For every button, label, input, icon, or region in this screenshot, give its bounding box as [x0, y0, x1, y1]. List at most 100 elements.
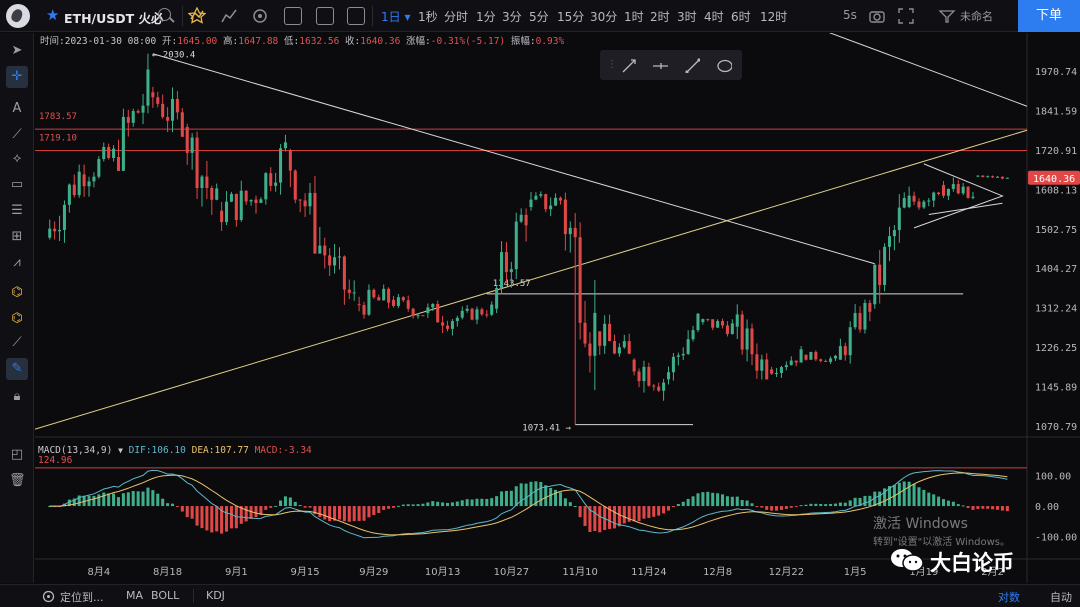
triangle-pattern — [913, 163, 1004, 229]
log-scale-toggle[interactable]: 对数 — [998, 591, 1020, 604]
settings-icon[interactable] — [251, 7, 269, 25]
open-label: 开: — [161, 36, 178, 47]
candle-body — [961, 186, 965, 194]
template-icon[interactable] — [316, 7, 334, 25]
macd-histogram-bar — [539, 481, 543, 507]
fullscreen-icon[interactable] — [897, 7, 915, 25]
macd-hist-label: MACD: — [254, 445, 284, 456]
locate-icon[interactable] — [42, 590, 55, 603]
drag-handle-icon[interactable]: ⋮ — [607, 59, 617, 70]
order-button[interactable]: 下单 — [1018, 0, 1080, 32]
layout-icon[interactable] — [347, 7, 365, 25]
macd-histogram-bar — [391, 506, 396, 508]
ellipse-icon[interactable] — [716, 57, 732, 73]
channel-icon[interactable]: ☰ — [11, 203, 23, 218]
cursor-icon[interactable]: ➤ — [11, 43, 23, 58]
trash-icon[interactable]: 🗑︎ — [9, 473, 26, 488]
timeframe-11[interactable]: 4时 — [704, 10, 724, 24]
amplitude-label: 振幅: — [510, 36, 536, 47]
macd-histogram-bar — [342, 506, 346, 522]
refresh-interval[interactable]: 5s — [843, 8, 857, 22]
macd-dropdown-icon[interactable]: ▼ — [118, 446, 123, 455]
candle-body — [303, 200, 307, 207]
candle-body — [264, 173, 268, 200]
horizontal-line-icon[interactable] — [652, 57, 668, 73]
macd-histogram-bar — [519, 483, 523, 507]
timeframe-6[interactable]: 15分 — [557, 10, 585, 24]
timeframe-7[interactable]: 30分 — [590, 10, 618, 24]
divider — [372, 6, 373, 26]
pen-icon[interactable]: ✎ — [6, 358, 28, 380]
chart-type-icon[interactable] — [220, 7, 238, 25]
lock-icon[interactable]: 🔒︎ — [13, 389, 21, 404]
candle-body — [529, 199, 533, 208]
timeframe-5[interactable]: 5分 — [529, 10, 549, 24]
ray-icon[interactable] — [620, 57, 636, 73]
timeframe-0[interactable]: 1日 ▾ — [381, 10, 411, 24]
candle-body — [401, 297, 405, 301]
timeframe-4[interactable]: 3分 — [502, 10, 522, 24]
macd-histogram-bar — [166, 503, 170, 507]
macd-histogram-bar — [824, 504, 828, 507]
candle-body — [455, 317, 459, 322]
save-icon[interactable] — [284, 7, 302, 25]
app-logo — [6, 4, 30, 28]
candle-body — [603, 323, 607, 346]
price-chart[interactable]: 1970.74 1841.59 1720.91 1608.13 1502.75 1404.… — [35, 33, 1080, 583]
price-tick-label: 1502.75 — [1035, 225, 1077, 236]
camera-icon[interactable] — [868, 7, 886, 25]
magnet-icon[interactable]: ⌬ — [11, 285, 23, 300]
candle-body — [460, 310, 464, 318]
candle-body — [848, 327, 852, 356]
timeframe-2[interactable]: 分时 — [444, 10, 469, 24]
indicator-icon[interactable] — [188, 7, 206, 25]
pattern-icon[interactable]: ⩘ — [13, 255, 21, 270]
search-icon[interactable] — [158, 8, 171, 21]
ma-indicator-button[interactable]: MA — [126, 589, 144, 602]
fib-icon[interactable]: ⟡ — [12, 151, 22, 166]
text-icon[interactable]: A — [12, 101, 22, 116]
triangle-lower-line — [928, 202, 1003, 216]
rectangle-icon[interactable]: ▭ — [10, 177, 24, 192]
candle-body — [824, 360, 828, 362]
macd-histogram-bar — [200, 506, 204, 529]
measure-icon[interactable]: ⊞ — [11, 229, 23, 244]
trendline-tool-icon[interactable] — [684, 57, 700, 73]
macd-histogram-bar — [716, 493, 720, 507]
symbol-selector[interactable]: ETH/USDT 火必 — [64, 11, 164, 26]
ruler-icon[interactable]: ⟋ — [12, 335, 22, 350]
macd-histogram-bar — [431, 501, 435, 507]
macd-histogram-bar — [67, 499, 71, 507]
favorite-star-icon[interactable]: ★ — [46, 6, 60, 24]
candle-body — [225, 201, 229, 223]
timeframe-12[interactable]: 6时 — [731, 10, 751, 24]
macd-histogram-bar — [254, 506, 258, 518]
auto-scale-toggle[interactable]: 自动 — [1050, 591, 1072, 604]
candle-body — [843, 346, 847, 356]
candle-body — [254, 199, 258, 203]
amplitude-value: 0.93% — [535, 36, 565, 47]
macd-histogram-bar — [887, 486, 892, 507]
candle-body — [706, 319, 710, 321]
eye-icon[interactable]: ◰ — [10, 447, 24, 462]
draw-icon[interactable] — [938, 7, 956, 25]
timeframe-13[interactable]: 12时 — [760, 10, 788, 24]
macd-histogram-bar — [765, 506, 769, 510]
candle-body — [352, 292, 356, 294]
layout-name-dropdown[interactable]: 未命名 — [960, 10, 993, 23]
magnet-alt-icon[interactable]: ⌬ — [11, 311, 23, 326]
macd-name[interactable]: MACD(13,34,9) — [38, 445, 113, 456]
timeframe-3[interactable]: 1分 — [476, 10, 496, 24]
kdj-indicator-button[interactable]: KDJ — [206, 589, 225, 602]
timeframe-10[interactable]: 3时 — [677, 10, 697, 24]
trendline-icon[interactable]: ⟋ — [12, 127, 22, 142]
candle-body — [436, 303, 440, 323]
candle-body — [62, 204, 66, 230]
boll-indicator-button[interactable]: BOLL — [151, 589, 180, 602]
macd-histogram-bar — [878, 491, 882, 507]
timeframe-8[interactable]: 1时 — [624, 10, 644, 24]
timeframe-1[interactable]: 1秒 — [418, 10, 438, 24]
timeframe-9[interactable]: 2时 — [650, 10, 670, 24]
locate-to-button[interactable]: 定位到... — [60, 591, 104, 604]
crosshair-icon[interactable]: ✛ — [6, 66, 28, 88]
